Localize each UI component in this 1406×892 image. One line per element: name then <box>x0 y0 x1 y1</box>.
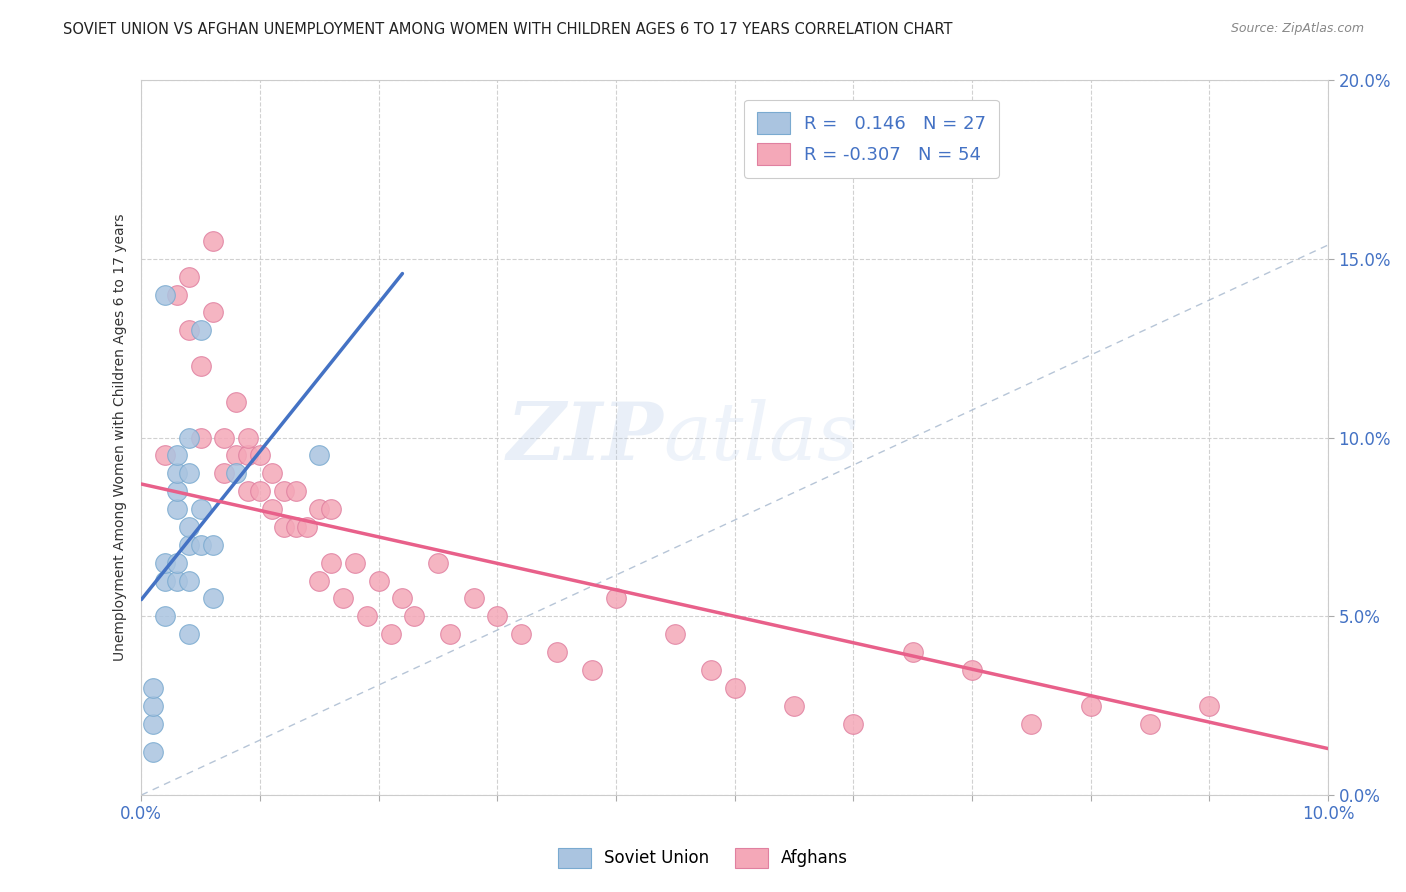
Text: ZIP: ZIP <box>506 399 664 476</box>
Point <box>260 467 283 481</box>
Point <box>546 645 568 659</box>
Point <box>214 430 236 444</box>
Point <box>463 591 485 606</box>
Point <box>510 627 533 641</box>
Point <box>190 538 212 552</box>
Point <box>142 681 165 695</box>
Point <box>177 520 200 534</box>
Point <box>1080 698 1102 713</box>
Point <box>380 627 402 641</box>
Point <box>308 449 330 463</box>
Point <box>273 520 295 534</box>
Point <box>190 502 212 516</box>
Point <box>391 591 413 606</box>
Point <box>177 467 200 481</box>
Point <box>225 467 247 481</box>
Point <box>177 627 200 641</box>
Legend: Soviet Union, Afghans: Soviet Union, Afghans <box>551 841 855 875</box>
Point <box>960 663 983 677</box>
Point <box>166 467 188 481</box>
Point <box>177 538 200 552</box>
Point <box>166 556 188 570</box>
Point <box>236 484 259 499</box>
Point <box>166 484 188 499</box>
Point <box>153 574 176 588</box>
Point <box>201 305 224 319</box>
Point <box>190 430 212 444</box>
Point <box>297 520 319 534</box>
Text: Source: ZipAtlas.com: Source: ZipAtlas.com <box>1230 22 1364 36</box>
Point <box>783 698 806 713</box>
Point <box>190 359 212 373</box>
Point <box>367 574 389 588</box>
Point <box>142 716 165 731</box>
Point <box>581 663 603 677</box>
Point <box>356 609 378 624</box>
Point <box>249 484 271 499</box>
Point <box>308 502 330 516</box>
Text: atlas: atlas <box>664 399 859 476</box>
Point <box>153 449 176 463</box>
Point <box>236 449 259 463</box>
Point <box>321 556 343 570</box>
Point <box>724 681 747 695</box>
Point <box>142 698 165 713</box>
Point <box>236 430 259 444</box>
Text: SOVIET UNION VS AFGHAN UNEMPLOYMENT AMONG WOMEN WITH CHILDREN AGES 6 TO 17 YEARS: SOVIET UNION VS AFGHAN UNEMPLOYMENT AMON… <box>63 22 953 37</box>
Point <box>225 449 247 463</box>
Point <box>142 745 165 759</box>
Legend: R =   0.146   N = 27, R = -0.307   N = 54: R = 0.146 N = 27, R = -0.307 N = 54 <box>744 100 998 178</box>
Point <box>166 502 188 516</box>
Point <box>284 520 307 534</box>
Point <box>177 269 200 284</box>
Point <box>153 287 176 301</box>
Point <box>214 467 236 481</box>
Point <box>664 627 686 641</box>
Point <box>166 449 188 463</box>
Point <box>842 716 865 731</box>
Point <box>177 430 200 444</box>
Point <box>177 323 200 337</box>
Point <box>153 556 176 570</box>
Y-axis label: Unemployment Among Women with Children Ages 6 to 17 years: Unemployment Among Women with Children A… <box>114 214 128 661</box>
Point <box>190 323 212 337</box>
Point <box>1021 716 1043 731</box>
Point <box>700 663 723 677</box>
Point <box>201 234 224 248</box>
Point <box>201 538 224 552</box>
Point <box>343 556 366 570</box>
Point <box>153 609 176 624</box>
Point <box>321 502 343 516</box>
Point <box>166 574 188 588</box>
Point <box>273 484 295 499</box>
Point <box>605 591 627 606</box>
Point <box>260 502 283 516</box>
Point <box>1139 716 1161 731</box>
Point <box>201 591 224 606</box>
Point <box>308 574 330 588</box>
Point <box>427 556 450 570</box>
Point <box>225 394 247 409</box>
Point <box>166 287 188 301</box>
Point <box>1198 698 1220 713</box>
Point <box>486 609 509 624</box>
Point <box>404 609 426 624</box>
Point <box>177 574 200 588</box>
Point <box>901 645 924 659</box>
Point <box>332 591 354 606</box>
Point <box>284 484 307 499</box>
Point <box>249 449 271 463</box>
Point <box>439 627 461 641</box>
